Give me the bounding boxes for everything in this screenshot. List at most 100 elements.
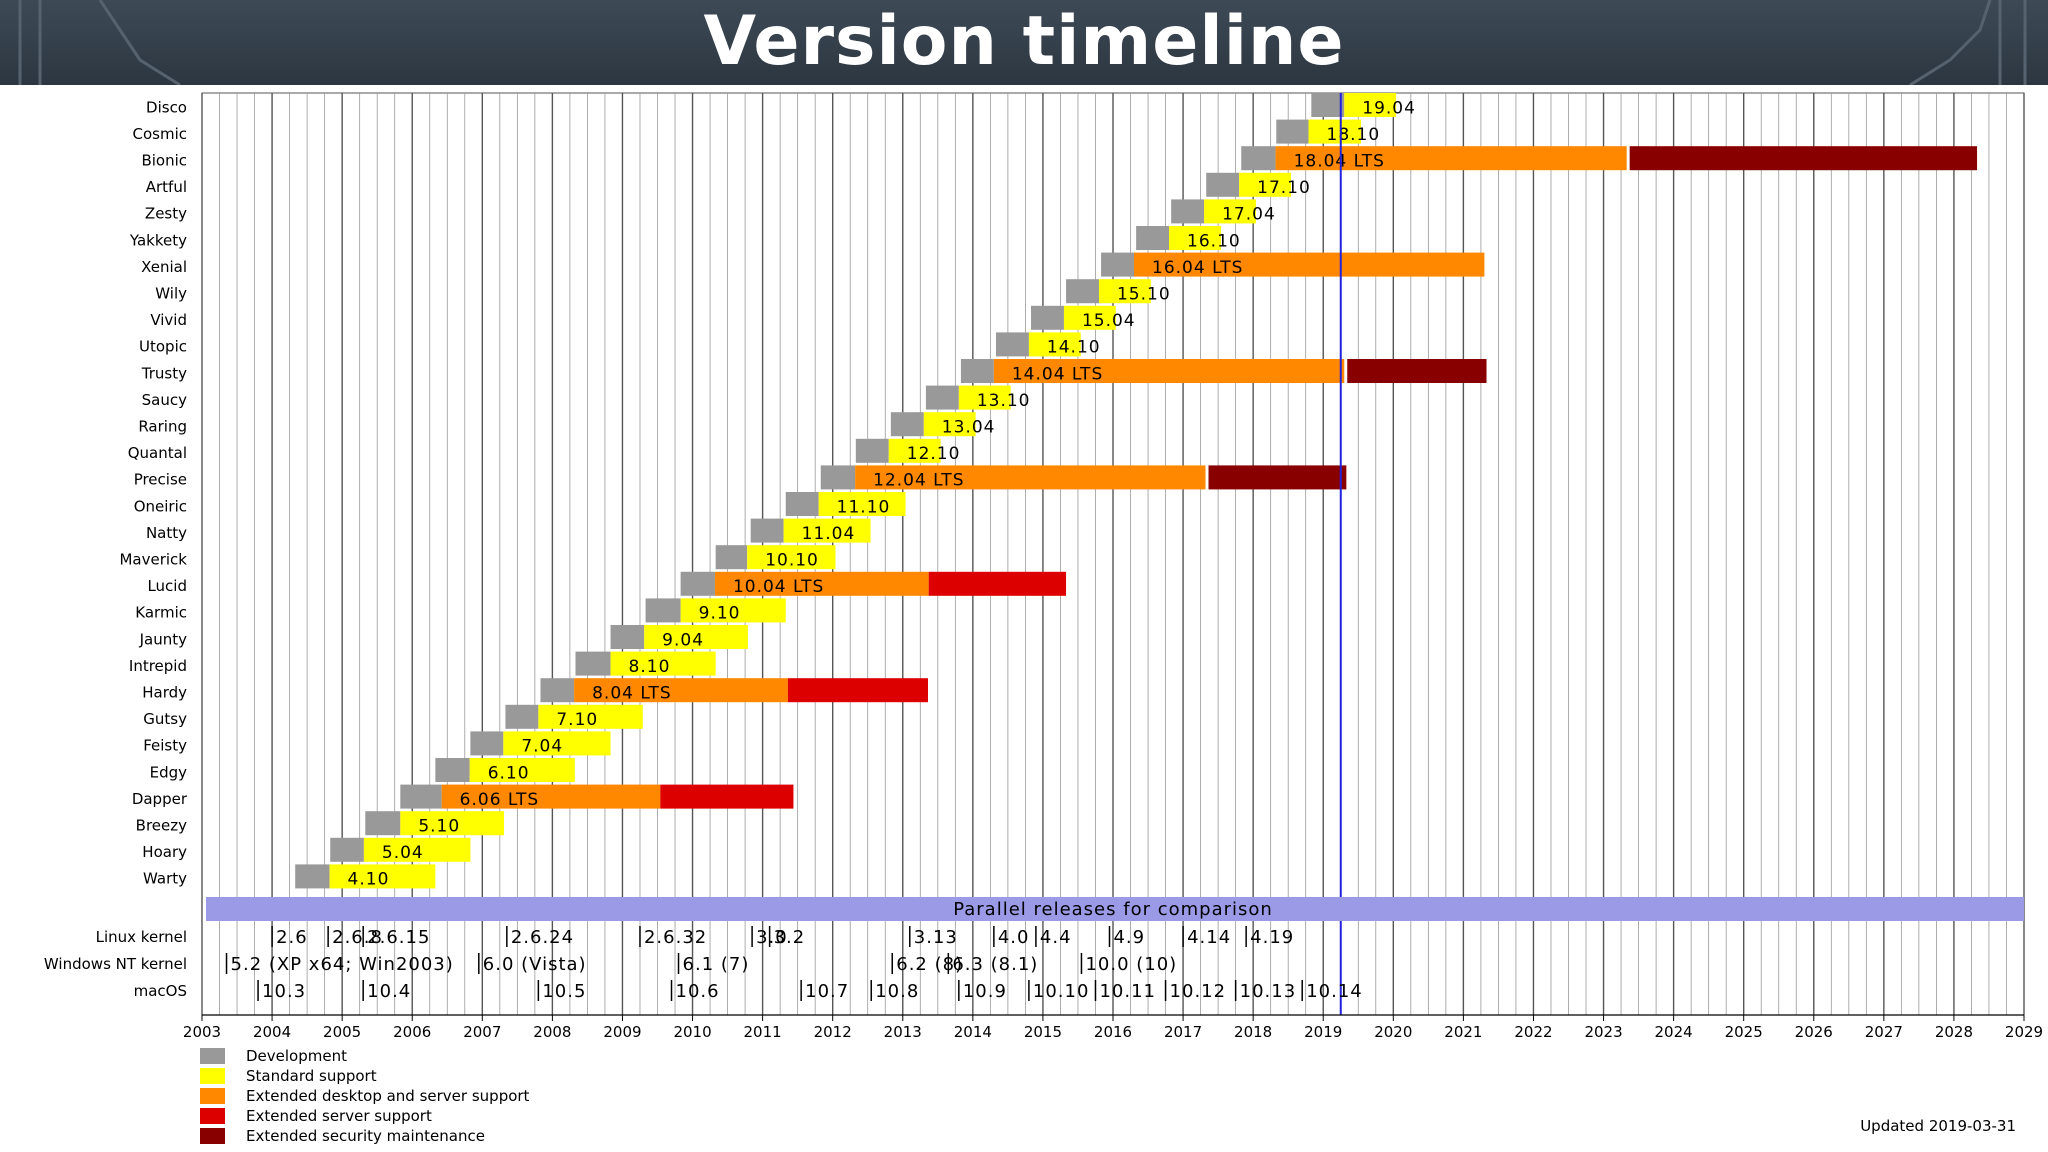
x-tick-label: 2027 xyxy=(1865,1023,1903,1041)
comparison-band xyxy=(206,897,2024,921)
comparison-release-label: 10.12 xyxy=(1170,981,1227,1002)
version-label: 10.04 LTS xyxy=(733,577,824,597)
development-bar xyxy=(365,811,401,836)
release-precise: 12.04 LTS xyxy=(820,465,1347,491)
release-feisty: 7.04 xyxy=(470,731,611,757)
release-saucy: 13.10 xyxy=(925,385,1030,411)
comparison-release-label: 2.6.8 xyxy=(332,927,383,948)
x-tick-label: 2020 xyxy=(1374,1023,1412,1041)
comparison-release-label: 10.10 xyxy=(1033,981,1090,1002)
comparison-row-label: macOS xyxy=(134,982,187,1000)
comparison-release-label: 2.6.15 xyxy=(367,927,430,948)
legend-label: Development xyxy=(246,1047,347,1065)
x-tick-label: 2014 xyxy=(954,1023,992,1041)
codename-labels: Disco Cosmic Bionic Artful Zesty Yakkety Xenia… xyxy=(119,98,187,887)
extended-server-bar xyxy=(660,784,794,809)
version-label: 16.10 xyxy=(1187,231,1241,251)
version-label: 18.04 LTS xyxy=(1294,152,1385,172)
standard-support-bar xyxy=(1169,226,1221,250)
standard-support-bar xyxy=(783,518,871,543)
extended-support-bar xyxy=(574,678,788,703)
x-tick-label: 2015 xyxy=(1024,1023,1062,1041)
x-tick-label: 2006 xyxy=(393,1023,431,1041)
codename-label: Jaunty xyxy=(139,630,188,648)
release-jaunty: 9.04 xyxy=(610,625,748,650)
release-karmic: 9.10 xyxy=(645,598,786,624)
comparison-release-label: 10.11 xyxy=(1099,981,1156,1002)
version-label: 5.10 xyxy=(418,817,460,837)
codename-label: Natty xyxy=(146,524,187,542)
x-tick-label: 2010 xyxy=(673,1023,711,1041)
codename-label: Wily xyxy=(155,285,187,303)
comparison-title: Parallel releases for comparison xyxy=(953,899,1273,920)
standard-support-bar xyxy=(400,811,505,836)
codename-label: Yakkety xyxy=(129,231,187,249)
standard-support-bar xyxy=(923,412,976,437)
standard-support-bar xyxy=(538,704,643,729)
x-tick-label: 2016 xyxy=(1094,1023,1132,1041)
grid xyxy=(201,92,2025,1016)
development-bar xyxy=(1276,119,1309,144)
development-bar xyxy=(470,731,504,756)
codename-label: Hoary xyxy=(142,843,187,861)
x-tick-label: 2029 xyxy=(2005,1023,2043,1041)
version-label: 12.04 LTS xyxy=(873,471,964,491)
standard-support-bar xyxy=(610,651,716,676)
development-bar xyxy=(330,837,364,862)
release-utopic: 14.10 xyxy=(995,332,1100,358)
development-bar xyxy=(1066,279,1099,304)
comparison-release-label: 10.8 xyxy=(875,981,919,1002)
version-label: 9.04 xyxy=(662,630,704,650)
development-bar xyxy=(540,678,575,703)
version-label: 9.10 xyxy=(699,604,741,624)
version-label: 8.04 LTS xyxy=(592,684,672,704)
version-label: 14.04 LTS xyxy=(1012,364,1103,384)
extended-server-bar xyxy=(928,571,1067,596)
release-bionic: 18.04 LTS xyxy=(1241,146,1978,172)
x-tick-label: 2018 xyxy=(1234,1023,1272,1041)
codename-label: Xenial xyxy=(141,258,187,276)
extended-support-bar xyxy=(993,359,1345,383)
codename-label: Hardy xyxy=(142,684,187,702)
development-bar xyxy=(1206,172,1240,197)
standard-support-bar xyxy=(363,837,471,862)
development-bar xyxy=(645,598,681,623)
standard-support-bar xyxy=(747,545,836,570)
release-quantal: 12.10 xyxy=(855,438,959,464)
codename-label: Saucy xyxy=(142,391,187,409)
version-label: 13.04 xyxy=(942,418,996,438)
legend-label: Extended server support xyxy=(246,1107,432,1125)
comparison-release-label: 6.2 (8) xyxy=(896,954,963,975)
x-tick-label: 2004 xyxy=(253,1023,291,1041)
legend-label: Extended desktop and server support xyxy=(246,1087,530,1105)
comparison-release-label: 10.3 xyxy=(262,981,306,1002)
development-bar xyxy=(610,625,645,649)
release-trusty: 14.04 LTS xyxy=(960,359,1487,384)
esm-bar xyxy=(1629,146,1978,171)
comparison-release-label: 6.0 (Vista) xyxy=(483,954,587,975)
x-tick-label: 2019 xyxy=(1304,1023,1342,1041)
comparison-release-label: 10.4 xyxy=(367,981,411,1002)
development-bar xyxy=(715,545,748,570)
legend-label: Extended security maintenance xyxy=(246,1127,485,1145)
comparison-release-label: 10.5 xyxy=(542,981,586,1002)
codename-label: Breezy xyxy=(136,817,187,835)
legend: Development Standard support Extended desk… xyxy=(200,1047,2016,1145)
development-bar xyxy=(435,758,470,782)
release-disco: 19.04 xyxy=(1311,93,1415,118)
version-label: 8.10 xyxy=(629,657,671,677)
comparison-row-label: Linux kernel xyxy=(96,928,187,946)
development-bar xyxy=(750,518,784,543)
comparison-release-label: 10.14 xyxy=(1306,981,1363,1002)
standard-support-bar xyxy=(1098,279,1151,304)
comparison-release-label: 2.6.32 xyxy=(644,927,707,948)
comparison-release-label: 10.9 xyxy=(963,981,1007,1002)
esm-bar xyxy=(1347,359,1487,383)
comparison-row-label: Windows NT kernel xyxy=(44,955,187,973)
development-bar xyxy=(820,465,856,490)
development-bar xyxy=(855,438,889,463)
version-label: 7.10 xyxy=(556,710,598,730)
development-bar xyxy=(1241,146,1276,171)
codename-label: Karmic xyxy=(135,604,187,622)
codename-label: Zesty xyxy=(145,205,187,223)
